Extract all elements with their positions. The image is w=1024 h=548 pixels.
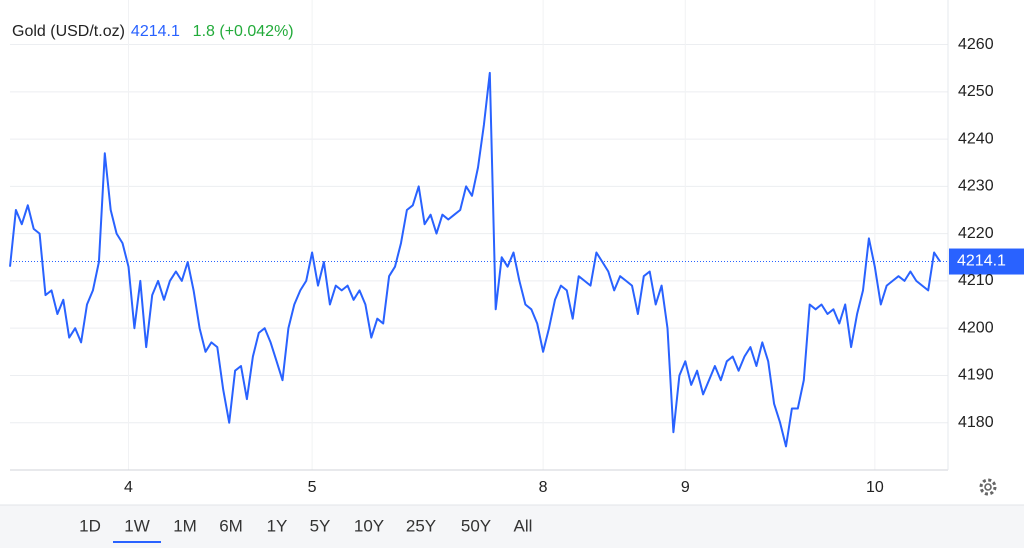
price-line [9,71,941,448]
range-button[interactable]: 1M [173,516,197,535]
x-tick-label: 8 [539,479,548,496]
y-tick-label: 4260 [958,36,994,53]
y-tick-label: 4210 [958,272,994,289]
x-tick-label: 9 [681,479,690,496]
y-tick-label: 4220 [958,225,994,242]
range-button[interactable]: 5Y [310,516,331,535]
range-button[interactable]: 1W [124,516,150,535]
range-button[interactable]: 10Y [354,516,384,535]
range-button[interactable]: 1Y [267,516,288,535]
y-tick-label: 4230 [958,178,994,195]
range-button[interactable]: 25Y [406,516,436,535]
range-button[interactable]: 50Y [461,516,491,535]
x-tick-label: 5 [308,479,317,496]
last-value-box [949,248,1024,275]
range-button[interactable]: All [514,516,533,535]
settings-icon[interactable] [979,478,997,496]
header-price: 4214.1 [131,23,180,40]
range-bar [0,505,1024,548]
y-tick-label: 4180 [958,414,994,431]
y-tick-label: 4240 [958,130,994,147]
y-tick-label: 4190 [958,367,994,384]
header: Gold (USD/t.oz) 4214.1 1.8 (+0.042%) [12,23,294,40]
range-button[interactable]: 1D [79,516,101,535]
x-tick-label: 10 [866,479,884,496]
chart-title: Gold (USD/t.oz) [12,23,125,40]
last-value-label: 4214.1 [957,253,1006,270]
y-tick-label: 4250 [958,83,994,100]
x-tick-label: 4 [124,479,133,496]
header-change: 1.8 (+0.042%) [193,23,294,40]
y-tick-label: 4200 [958,319,994,336]
range-button[interactable]: 6M [219,516,243,535]
